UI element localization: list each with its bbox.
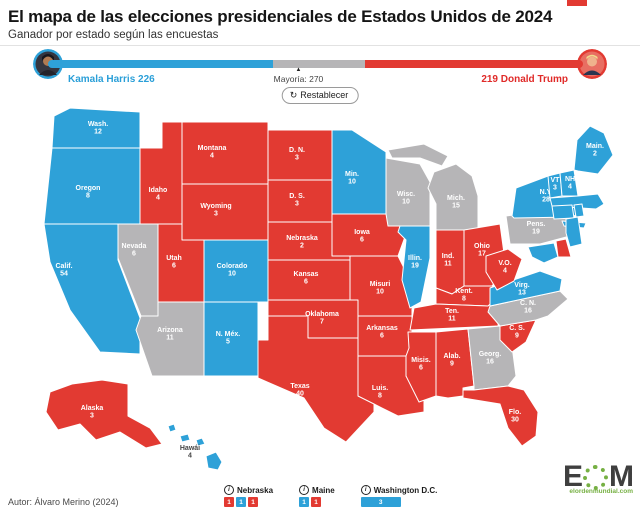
district-legend: i Nebraska 1 1 1 i Maine 1 1 i Washington D.C. 3 — [224, 485, 437, 507]
state-co[interactable]: Colorado 10 — [203, 239, 269, 303]
header: El mapa de las elecciones presidenciales… — [0, 0, 640, 46]
state-nj[interactable] — [565, 216, 583, 248]
state-mi[interactable]: Mich. 15 — [427, 163, 479, 231]
state-mn[interactable]: Min. 10 — [331, 129, 387, 215]
eom-o-ring-icon — [583, 464, 608, 490]
info-icon: i — [224, 485, 234, 495]
state-mi_up[interactable] — [387, 143, 449, 167]
eom-domain: elordenmundial.com — [569, 488, 633, 495]
state-ar[interactable]: Arkansas 6 — [357, 315, 413, 357]
district-vote-box[interactable]: 1 — [311, 497, 322, 507]
state-id[interactable]: Idaho 4 — [139, 121, 183, 225]
legend-item-maine: i Maine 1 1 — [299, 485, 335, 507]
state-or[interactable]: Oregon 8 — [43, 147, 141, 225]
state-hi[interactable]: Hawái 4 — [167, 423, 223, 471]
trump-score-label: 219 Donald Trump — [481, 74, 568, 85]
eom-letter-e: E — [562, 460, 583, 493]
electoral-bar — [48, 60, 583, 68]
legend-label: Washington D.C. — [373, 485, 438, 495]
eom-letter-m: M — [609, 460, 634, 493]
harris-score-label: Kamala Harris 226 — [68, 74, 155, 85]
district-vote-box[interactable]: 3 — [360, 497, 401, 507]
bar-rep-segment — [365, 60, 583, 68]
red-corner-mark — [567, 0, 587, 6]
district-vote-box[interactable]: 1 — [236, 497, 246, 507]
page-subtitle: Ganador por estado según las encuestas — [8, 28, 219, 41]
info-icon: i — [360, 485, 371, 495]
majority-caret-icon: ▲ — [295, 67, 302, 73]
state-ct[interactable] — [551, 204, 575, 220]
reset-icon: ↻ — [289, 89, 298, 100]
trump-avatar — [577, 49, 607, 79]
legend-label: Nebraska — [237, 485, 274, 495]
state-md[interactable] — [527, 242, 559, 264]
state-mo[interactable]: Misuri 10 — [349, 255, 413, 317]
state-nd[interactable]: D. N. 3 — [267, 129, 333, 181]
state-al[interactable]: Alab. 9 — [435, 328, 475, 399]
state-wy[interactable]: Wyoming 3 — [181, 183, 269, 241]
page-title: El mapa de las elecciones presidenciales… — [8, 7, 553, 26]
district-vote-box[interactable]: 1 — [299, 497, 310, 507]
legend-item-nebraska: i Nebraska 1 1 1 — [224, 485, 273, 507]
state-ks[interactable]: Kansas 6 — [267, 259, 351, 301]
reset-button[interactable]: ↻ Restablecer — [281, 87, 359, 104]
state-mt[interactable]: Montana 4 — [181, 121, 269, 185]
state-me[interactable]: Main. 2 — [573, 125, 614, 175]
legend-item-washington-d-c-: i Washington D.C. 3 — [360, 485, 438, 507]
bar-dem-segment — [48, 60, 273, 68]
reset-button-label: Restablecer — [300, 90, 349, 100]
majority-label: Mayoría: 270 — [273, 74, 324, 84]
state-ak[interactable]: Alaska 3 — [45, 379, 163, 449]
district-vote-box[interactable]: 1 — [248, 497, 258, 507]
state-wi[interactable]: Wisc. 10 — [385, 157, 431, 227]
district-vote-box[interactable]: 1 — [224, 497, 234, 507]
majority-marker: ▲ Mayoría: 270 — [274, 67, 324, 84]
state-ri[interactable] — [573, 203, 585, 218]
eom-logo: E M elordenmundial.com — [562, 460, 634, 496]
state-nh[interactable]: NH 4 — [559, 169, 579, 197]
info-icon: i — [299, 485, 310, 495]
legend-label: Maine — [312, 485, 335, 495]
state-wa[interactable]: Wash. 12 — [51, 107, 141, 149]
state-nm[interactable]: N. Méx. 5 — [203, 301, 259, 377]
state-fl[interactable]: Flo. 30 — [462, 385, 539, 447]
state-in[interactable]: Ind. 11 — [435, 229, 465, 295]
author-credit: Autor: Álvaro Merino (2024) — [8, 497, 119, 507]
bar-gray-segment — [272, 60, 366, 68]
state-sd[interactable]: D. S. 3 — [267, 179, 333, 223]
state-de[interactable] — [555, 238, 572, 258]
